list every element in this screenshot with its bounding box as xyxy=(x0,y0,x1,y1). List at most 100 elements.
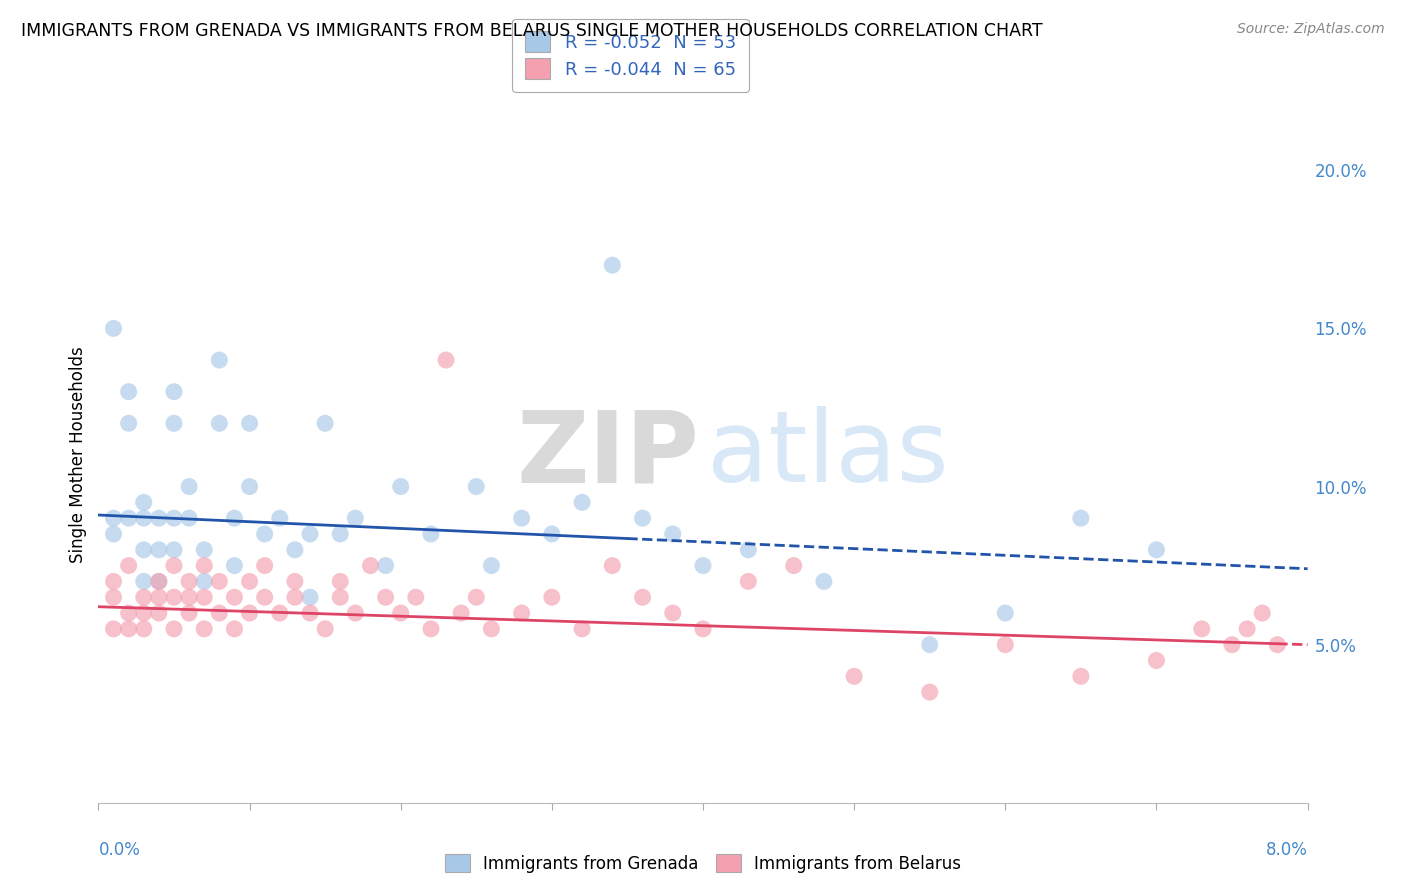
Point xyxy=(1146,653,1168,667)
Point xyxy=(405,591,427,605)
Point xyxy=(344,606,367,620)
Point xyxy=(360,558,382,573)
Point xyxy=(1220,638,1243,652)
Point xyxy=(661,606,683,620)
Point xyxy=(918,685,941,699)
Y-axis label: Single Mother Households: Single Mother Households xyxy=(69,347,87,563)
Point xyxy=(299,527,322,541)
Point xyxy=(329,591,352,605)
Point xyxy=(540,591,562,605)
Point xyxy=(571,622,593,636)
Text: 8.0%: 8.0% xyxy=(1265,841,1308,859)
Point xyxy=(1236,622,1258,636)
Point xyxy=(179,606,201,620)
Point xyxy=(239,479,262,493)
Point xyxy=(103,527,125,541)
Point xyxy=(132,511,155,525)
Point xyxy=(314,417,336,431)
Point xyxy=(118,622,141,636)
Point xyxy=(118,417,141,431)
Point xyxy=(148,574,170,589)
Point xyxy=(132,542,155,557)
Legend: R = -0.052  N = 53, R = -0.044  N = 65: R = -0.052 N = 53, R = -0.044 N = 65 xyxy=(512,19,748,92)
Point xyxy=(239,574,262,589)
Point xyxy=(450,606,472,620)
Point xyxy=(224,558,246,573)
Point xyxy=(193,574,215,589)
Point xyxy=(465,591,488,605)
Point xyxy=(118,511,141,525)
Point xyxy=(208,606,231,620)
Point xyxy=(103,574,125,589)
Point xyxy=(284,591,307,605)
Text: Source: ZipAtlas.com: Source: ZipAtlas.com xyxy=(1237,22,1385,37)
Point xyxy=(193,591,215,605)
Point xyxy=(692,558,714,573)
Point xyxy=(118,606,141,620)
Point xyxy=(510,511,533,525)
Point xyxy=(118,558,141,573)
Point xyxy=(208,574,231,589)
Point xyxy=(1070,511,1092,525)
Point xyxy=(224,622,246,636)
Point xyxy=(118,384,141,399)
Point xyxy=(269,606,291,620)
Point xyxy=(481,558,503,573)
Point xyxy=(179,574,201,589)
Point xyxy=(103,511,125,525)
Point xyxy=(631,591,654,605)
Point xyxy=(299,591,322,605)
Point xyxy=(163,622,186,636)
Point xyxy=(571,495,593,509)
Point xyxy=(179,479,201,493)
Point xyxy=(132,495,155,509)
Point xyxy=(253,558,276,573)
Point xyxy=(602,558,624,573)
Point xyxy=(163,542,186,557)
Text: atlas: atlas xyxy=(707,407,948,503)
Point xyxy=(994,606,1017,620)
Point xyxy=(1146,542,1168,557)
Point xyxy=(344,511,367,525)
Point xyxy=(631,511,654,525)
Point xyxy=(465,479,488,493)
Point xyxy=(420,622,443,636)
Point xyxy=(239,417,262,431)
Text: 0.0%: 0.0% xyxy=(98,841,141,859)
Point xyxy=(540,527,562,541)
Point xyxy=(269,511,291,525)
Point xyxy=(224,591,246,605)
Point xyxy=(208,353,231,368)
Point xyxy=(329,527,352,541)
Point xyxy=(132,574,155,589)
Point xyxy=(103,321,125,335)
Point xyxy=(994,638,1017,652)
Point xyxy=(163,417,186,431)
Point xyxy=(239,606,262,620)
Point xyxy=(844,669,866,683)
Point xyxy=(179,591,201,605)
Point xyxy=(284,542,307,557)
Point xyxy=(148,591,170,605)
Point xyxy=(389,479,412,493)
Legend: Immigrants from Grenada, Immigrants from Belarus: Immigrants from Grenada, Immigrants from… xyxy=(439,847,967,880)
Point xyxy=(510,606,533,620)
Point xyxy=(692,622,714,636)
Text: IMMIGRANTS FROM GRENADA VS IMMIGRANTS FROM BELARUS SINGLE MOTHER HOUSEHOLDS CORR: IMMIGRANTS FROM GRENADA VS IMMIGRANTS FR… xyxy=(21,22,1043,40)
Point xyxy=(602,258,624,272)
Point xyxy=(132,591,155,605)
Point xyxy=(193,542,215,557)
Point xyxy=(314,622,336,636)
Point xyxy=(737,542,759,557)
Text: ZIP: ZIP xyxy=(516,407,699,503)
Point xyxy=(193,558,215,573)
Point xyxy=(179,511,201,525)
Point xyxy=(783,558,806,573)
Point xyxy=(918,638,941,652)
Point xyxy=(737,574,759,589)
Point xyxy=(389,606,412,620)
Point xyxy=(1251,606,1274,620)
Point xyxy=(813,574,835,589)
Point xyxy=(420,527,443,541)
Point xyxy=(208,417,231,431)
